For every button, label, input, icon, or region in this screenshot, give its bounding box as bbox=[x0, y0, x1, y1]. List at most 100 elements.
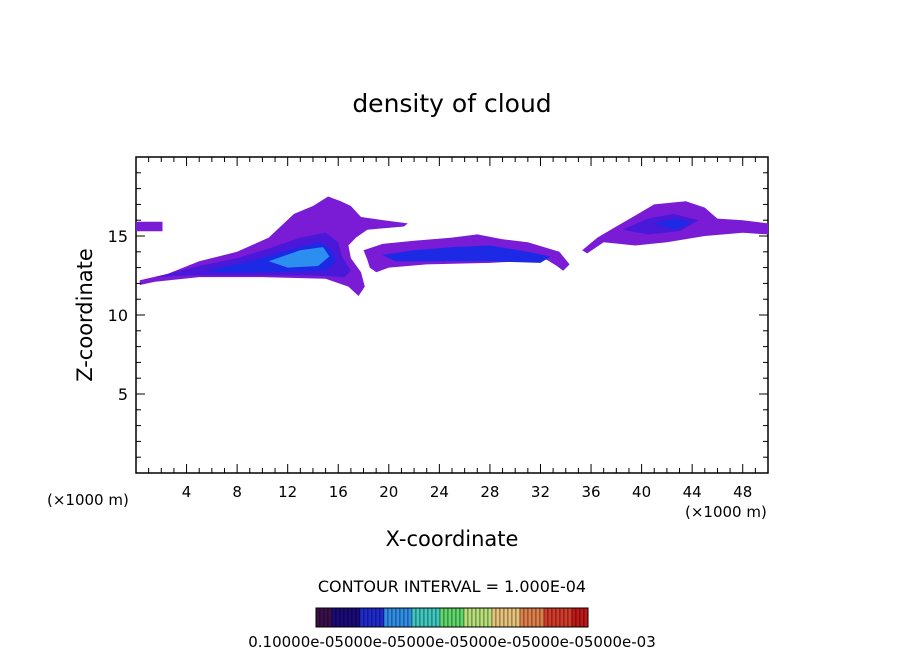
colorbar-stripe bbox=[511, 607, 517, 628]
colorbar-stripe bbox=[439, 607, 445, 628]
colorbar-stripe bbox=[319, 607, 325, 628]
contour-interval-label: CONTOUR INTERVAL = 1.000E-04 bbox=[318, 577, 586, 596]
colorbar-stripe bbox=[387, 607, 393, 628]
colorbar-stripe bbox=[567, 607, 573, 628]
colorbar-stripe bbox=[451, 607, 457, 628]
y-tick-label: 5 bbox=[118, 385, 128, 404]
colorbar-stripe bbox=[551, 607, 557, 628]
x-tick-label: 12 bbox=[278, 483, 297, 501]
x-tick-label: 40 bbox=[632, 483, 651, 501]
colorbar-stripe bbox=[435, 607, 441, 628]
colorbar-stripe bbox=[519, 607, 525, 628]
colorbar-stripe bbox=[463, 607, 469, 628]
colorbar-stripe bbox=[547, 607, 553, 628]
colorbar-stripe bbox=[335, 607, 341, 628]
colorbar-stripe bbox=[535, 607, 541, 628]
y-tick-label: 10 bbox=[108, 306, 128, 325]
colorbar-stripe bbox=[379, 607, 385, 628]
colorbar-stripe bbox=[347, 607, 353, 628]
colorbar-stripe bbox=[571, 607, 577, 628]
x-axis-label: X-coordinate bbox=[386, 527, 519, 551]
colorbar-stripe bbox=[543, 607, 549, 628]
colorbar-stripe bbox=[531, 607, 537, 628]
colorbar-stripe bbox=[515, 607, 521, 628]
x-unit-left-label: (×1000 m) bbox=[47, 491, 129, 509]
chart-title: density of cloud bbox=[352, 89, 551, 118]
cloud-sliver-left bbox=[136, 221, 163, 232]
colorbar-stripe bbox=[363, 607, 369, 628]
cloud-right-core bbox=[654, 218, 693, 230]
colorbar-stripe bbox=[359, 607, 365, 628]
plot-area bbox=[135, 156, 769, 474]
colorbar-stripe bbox=[351, 607, 357, 628]
colorbar-stripe bbox=[475, 607, 481, 628]
x-tick-labels: 4 8 12 16 20 24 28 32 36 40 44 48 bbox=[182, 483, 752, 501]
colorbar-stripe bbox=[419, 607, 425, 628]
colorbar-stripe bbox=[343, 607, 349, 628]
colorbar-stripe bbox=[331, 607, 337, 628]
colorbar-stripe bbox=[411, 607, 417, 628]
colorbar-stripe bbox=[327, 607, 333, 628]
colorbar-stripe bbox=[507, 607, 513, 628]
colorbar-stripe bbox=[391, 607, 397, 628]
colorbar-stripe bbox=[371, 607, 377, 628]
colorbar-stripe bbox=[539, 607, 545, 628]
y-axis-label: Z-coordinate bbox=[73, 248, 97, 382]
cloud-middle-core bbox=[382, 245, 551, 263]
x-tick-label: 44 bbox=[683, 483, 702, 501]
y-tick-labels: 5 10 15 bbox=[108, 227, 128, 404]
axis-ticks bbox=[136, 157, 768, 473]
colorbar-stripe bbox=[575, 607, 581, 628]
x-tick-label: 20 bbox=[379, 483, 398, 501]
colorbar-label: 0.10000e-05000e-05000e-05000e-05000e-050… bbox=[248, 633, 656, 651]
colorbar-stripe bbox=[487, 607, 493, 628]
colorbar-stripe bbox=[555, 607, 561, 628]
colorbar-stripe bbox=[523, 607, 529, 628]
x-tick-label: 16 bbox=[329, 483, 348, 501]
colorbar-stripe bbox=[431, 607, 437, 628]
x-tick-label: 8 bbox=[232, 483, 242, 501]
colorbar-stripe bbox=[559, 607, 565, 628]
x-tick-label: 4 bbox=[182, 483, 192, 501]
colorbar bbox=[315, 607, 589, 628]
x-tick-label: 32 bbox=[531, 483, 550, 501]
colorbar-stripe bbox=[403, 607, 409, 628]
colorbar-stripe bbox=[471, 607, 477, 628]
colorbar-stripe bbox=[395, 607, 401, 628]
colorbar-stripe bbox=[315, 607, 321, 628]
x-tick-label: 28 bbox=[480, 483, 499, 501]
colorbar-stripe bbox=[427, 607, 433, 628]
colorbar-stripe bbox=[579, 607, 585, 628]
colorbar-stripe bbox=[527, 607, 533, 628]
colorbar-stripe bbox=[583, 607, 589, 628]
x-tick-label: 48 bbox=[733, 483, 752, 501]
colorbar-stripe bbox=[415, 607, 421, 628]
cloud-left-core bbox=[268, 247, 330, 268]
colorbar-stripe bbox=[367, 607, 373, 628]
colorbar-stripe bbox=[495, 607, 501, 628]
y-tick-label: 15 bbox=[108, 227, 128, 246]
colorbar-stripe bbox=[499, 607, 505, 628]
colorbar-stripe bbox=[447, 607, 453, 628]
colorbar-stripe bbox=[383, 607, 389, 628]
colorbar-stripe bbox=[455, 607, 461, 628]
colorbar-stripe bbox=[491, 607, 497, 628]
x-tick-label: 36 bbox=[581, 483, 600, 501]
colorbar-stripe bbox=[483, 607, 489, 628]
colorbar-stripe bbox=[323, 607, 329, 628]
colorbar-stripe bbox=[443, 607, 449, 628]
colorbar-stripe bbox=[423, 607, 429, 628]
colorbar-stripe bbox=[407, 607, 413, 628]
x-unit-right-label: (×1000 m) bbox=[685, 503, 767, 521]
colorbar-stripe bbox=[467, 607, 473, 628]
colorbar-stripe bbox=[339, 607, 345, 628]
colorbar-stripe bbox=[459, 607, 465, 628]
colorbar-frame bbox=[315, 607, 589, 628]
x-tick-label: 24 bbox=[430, 483, 449, 501]
colorbar-stripe bbox=[563, 607, 569, 628]
cloud-density-field bbox=[136, 196, 768, 296]
colorbar-stripe bbox=[503, 607, 509, 628]
colorbar-stripe bbox=[355, 607, 361, 628]
colorbar-stripe bbox=[375, 607, 381, 628]
